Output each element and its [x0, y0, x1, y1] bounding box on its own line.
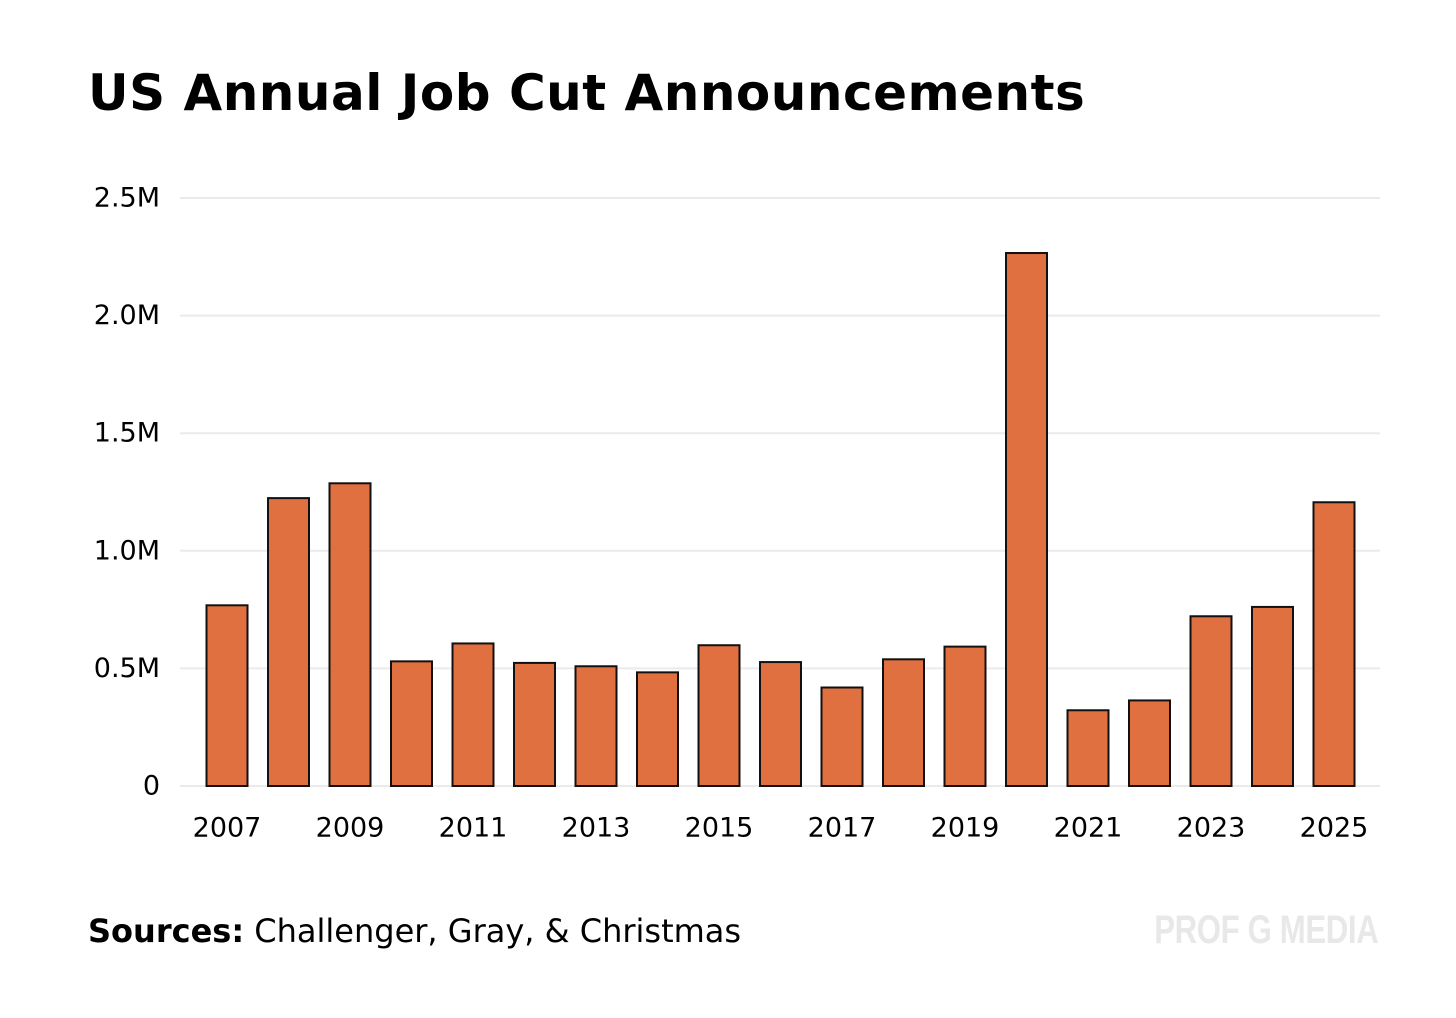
bar-2012	[513, 661, 556, 788]
bar-2017	[820, 686, 864, 788]
bar-2013	[574, 665, 618, 787]
bar-2023	[1189, 615, 1233, 788]
x-tick-label: 2017	[808, 813, 877, 844]
chart-title: US Annual Job Cut Announcements	[88, 64, 1086, 122]
bar-2010	[390, 660, 433, 787]
bar-2022	[1128, 699, 1171, 787]
bar-2007	[205, 604, 249, 788]
bar-2021	[1066, 709, 1110, 787]
y-tick-label: 0.5M	[94, 653, 160, 684]
x-tick-label: 2011	[439, 813, 508, 844]
x-tick-label: 2007	[193, 813, 262, 844]
source-label: Sources:	[88, 912, 245, 950]
bar-2015	[697, 644, 741, 788]
brand-watermark: PROF G MEDIA	[1153, 908, 1379, 952]
bar-2025	[1312, 501, 1356, 787]
x-tick-label: 2015	[685, 813, 754, 844]
y-axis-tick-labels: 0 0.5M 1.0M 1.5M 2.0M 2.5M	[94, 183, 160, 802]
source-text: Challenger, Gray, & Christmas	[254, 912, 742, 950]
bar-2011	[451, 642, 495, 788]
bar-2008	[267, 497, 310, 787]
y-tick-label: 1.0M	[94, 535, 160, 566]
y-tick-label: 1.5M	[94, 418, 160, 449]
bar-2018	[882, 658, 925, 787]
source-note: Sources: Challenger, Gray, & Christmas	[88, 912, 741, 950]
y-tick-label: 2.0M	[94, 300, 160, 331]
x-tick-label: 2013	[562, 813, 631, 844]
bars	[205, 252, 1356, 788]
y-tick-label: 0	[143, 771, 160, 802]
bar-2024	[1251, 605, 1294, 787]
x-tick-label: 2023	[1177, 813, 1246, 844]
bar-2020	[1005, 252, 1048, 787]
bar-2016	[759, 661, 802, 787]
y-tick-label: 2.5M	[94, 183, 160, 214]
x-axis-tick-labels: 2007 2009 2011 2013 2015 2017 2019 2021 2023 2025	[193, 813, 1369, 844]
bar-2019	[943, 645, 987, 787]
x-tick-label: 2019	[931, 813, 1000, 844]
bar-2009	[328, 482, 372, 787]
x-tick-label: 2009	[316, 813, 385, 844]
x-tick-label: 2021	[1054, 813, 1123, 844]
bar-chart: 00.5M1.0M1.5M2.0M2.5M 2007 2009 2011 2013 20…	[94, 183, 1380, 844]
bar-2014	[636, 671, 679, 787]
x-tick-label: 2025	[1300, 813, 1369, 844]
